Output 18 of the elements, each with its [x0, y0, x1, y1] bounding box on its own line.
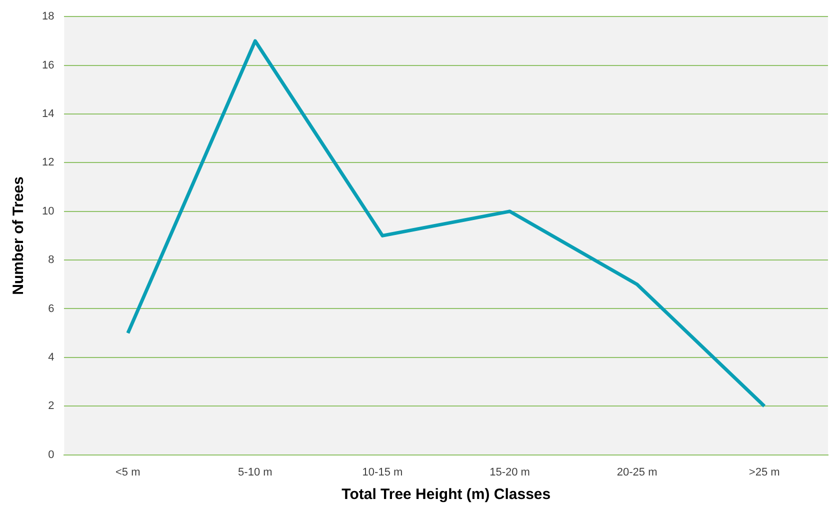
- y-tick-label: 8: [48, 254, 54, 266]
- y-tick-label: 16: [42, 59, 54, 72]
- x-tick-label: 10-15 m: [362, 466, 403, 478]
- y-tick-label: 4: [48, 351, 54, 364]
- y-tick-label: 0: [48, 448, 54, 461]
- y-tick-label: 6: [48, 302, 54, 315]
- x-axis-title: Total Tree Height (m) Classes: [342, 486, 551, 504]
- y-tick-label: 18: [42, 10, 54, 23]
- x-tick-label: >25 m: [748, 466, 780, 478]
- y-tick-label: 10: [42, 205, 54, 218]
- y-tick-label: 2: [48, 400, 54, 412]
- x-tick-label: 15-20 m: [490, 466, 530, 478]
- y-tick-label: 12: [42, 156, 54, 169]
- x-tick-label: 20-25 m: [616, 466, 658, 478]
- x-tick-label: 5-10 m: [238, 466, 272, 478]
- y-axis-title: Number of Trees: [10, 176, 28, 295]
- y-tick-label: 14: [42, 108, 54, 120]
- x-tick-label: <5 m: [116, 466, 140, 478]
